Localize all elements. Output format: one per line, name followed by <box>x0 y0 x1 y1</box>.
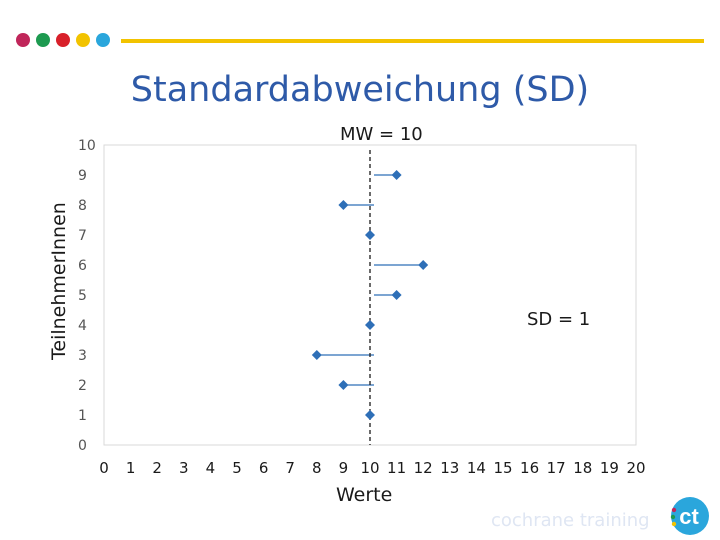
accent-line <box>121 39 704 43</box>
x-tick-label: 4 <box>206 459 216 477</box>
x-axis-label: Werte <box>336 484 393 506</box>
svg-text:ct: ct <box>679 504 699 529</box>
y-tick-label: 2 <box>78 378 87 394</box>
data-point-marker <box>365 320 375 330</box>
data-point-marker <box>365 410 375 420</box>
dot-yellow <box>76 33 90 47</box>
plot-area <box>103 144 637 446</box>
x-tick-label: 15 <box>493 459 512 477</box>
y-axis-label: TeilnehmerInnen <box>48 202 70 360</box>
sd-annotation: SD = 1 <box>527 309 591 330</box>
data-point-marker <box>391 290 402 300</box>
y-tick-label: 8 <box>78 198 87 214</box>
y-tick-label: 4 <box>78 318 87 334</box>
x-tick-label: 0 <box>99 459 109 477</box>
x-tick-label: 1 <box>126 459 136 477</box>
x-tick-label: 6 <box>259 459 269 477</box>
dot-green <box>36 33 50 47</box>
x-tick-label: 9 <box>339 459 349 477</box>
data-point-marker <box>391 170 402 180</box>
y-tick-label: 5 <box>78 288 87 304</box>
y-tick-labels: 0 1 2 3 4 5 6 7 8 9 10 <box>78 138 96 454</box>
y-tick-label: 3 <box>78 348 87 364</box>
x-tick-labels: 0 1 2 3 4 5 6 7 8 9 10 11 12 13 14 15 16 17 18 19 20 <box>99 459 645 477</box>
x-tick-label: 2 <box>152 459 162 477</box>
data-point-marker <box>338 380 349 390</box>
dot-blue <box>96 33 110 47</box>
data-points <box>311 170 429 420</box>
x-tick-label: 16 <box>520 459 539 477</box>
x-tick-label: 19 <box>600 459 619 477</box>
dot-magenta <box>16 33 30 47</box>
y-tick-label: 6 <box>78 258 87 274</box>
y-tick-label: 10 <box>78 138 96 154</box>
x-tick-label: 3 <box>179 459 189 477</box>
y-tick-label: 0 <box>78 438 87 454</box>
x-tick-label: 11 <box>387 459 406 477</box>
x-tick-label: 12 <box>414 459 433 477</box>
x-tick-label: 14 <box>467 459 486 477</box>
x-tick-label: 10 <box>360 459 379 477</box>
x-tick-label: 20 <box>626 459 645 477</box>
y-tick-label: 7 <box>78 228 87 244</box>
y-tick-label: 9 <box>78 168 87 184</box>
x-tick-label: 13 <box>440 459 459 477</box>
x-tick-label: 5 <box>232 459 242 477</box>
mean-label: MW = 10 <box>340 124 423 145</box>
data-point-marker <box>365 230 375 240</box>
y-tick-label: 1 <box>78 408 87 424</box>
x-tick-label: 8 <box>312 459 322 477</box>
x-tick-label: 18 <box>573 459 592 477</box>
x-tick-label: 17 <box>547 459 566 477</box>
data-point-marker <box>311 350 322 360</box>
data-point-marker <box>338 200 349 210</box>
brand-text: cochrane training <box>491 510 650 531</box>
x-tick-label: 7 <box>285 459 295 477</box>
slide-title: Standardabweichung (SD) <box>130 70 590 110</box>
cochrane-training-logo: ct <box>670 497 709 535</box>
data-point-marker <box>418 260 429 270</box>
dot-red <box>56 33 70 47</box>
